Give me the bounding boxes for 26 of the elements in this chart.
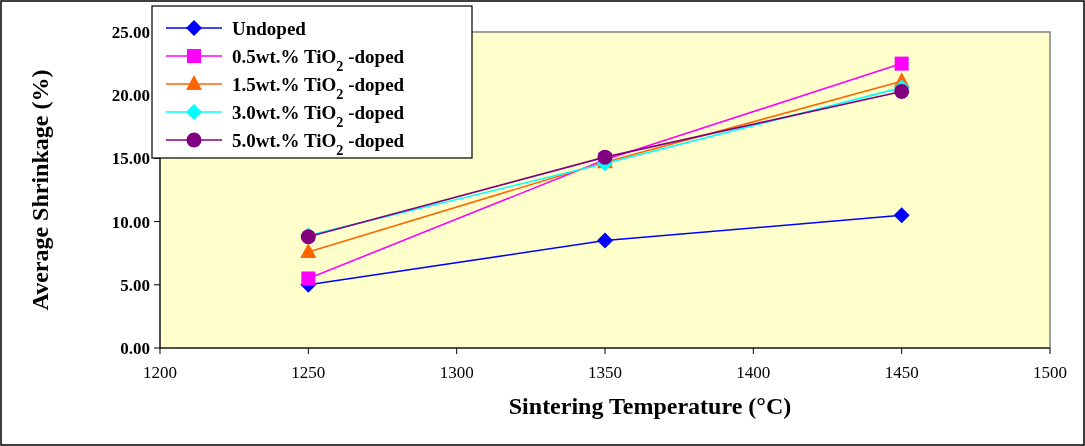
legend-label: Undoped (232, 17, 307, 39)
y-tick-label: 25.00 (111, 22, 150, 42)
y-tick-label: 20.00 (111, 86, 150, 106)
legend-label: 3.0wt.% TiO$_{2}$ -doped (232, 101, 405, 130)
point (893, 207, 910, 224)
x-axis-title: Sintering Temperature (°C) (508, 393, 792, 419)
x-tick-label: 1500 (1033, 363, 1067, 382)
x-tick-label: 1400 (736, 363, 771, 382)
x-tick-label: 1200 (143, 363, 177, 382)
y-tick-label: 0.00 (120, 338, 150, 358)
point (597, 232, 613, 249)
y-tick-label: 5.00 (120, 275, 150, 295)
x-tick-label: 1250 (291, 363, 326, 382)
y-tick-label: 15.00 (111, 149, 150, 169)
y-tick-label: 10.00 (111, 212, 150, 232)
point (300, 242, 317, 258)
x-tick-label: 1300 (439, 363, 474, 382)
y-axis-title: Average Shrinkage (%) (27, 69, 53, 311)
legend-label: 1.5wt.% TiO$_{2}$ -doped (232, 73, 405, 102)
x-tick-label: 1450 (884, 363, 919, 382)
x-tick-label: 1350 (588, 363, 622, 382)
point (301, 271, 316, 286)
legend-label: 5.0wt.% TiO$_{2}$ -doped (232, 129, 405, 158)
point (894, 56, 909, 71)
legend-label: 0.5wt.% TiO$_{2}$ -doped (232, 45, 405, 74)
point (894, 83, 910, 99)
